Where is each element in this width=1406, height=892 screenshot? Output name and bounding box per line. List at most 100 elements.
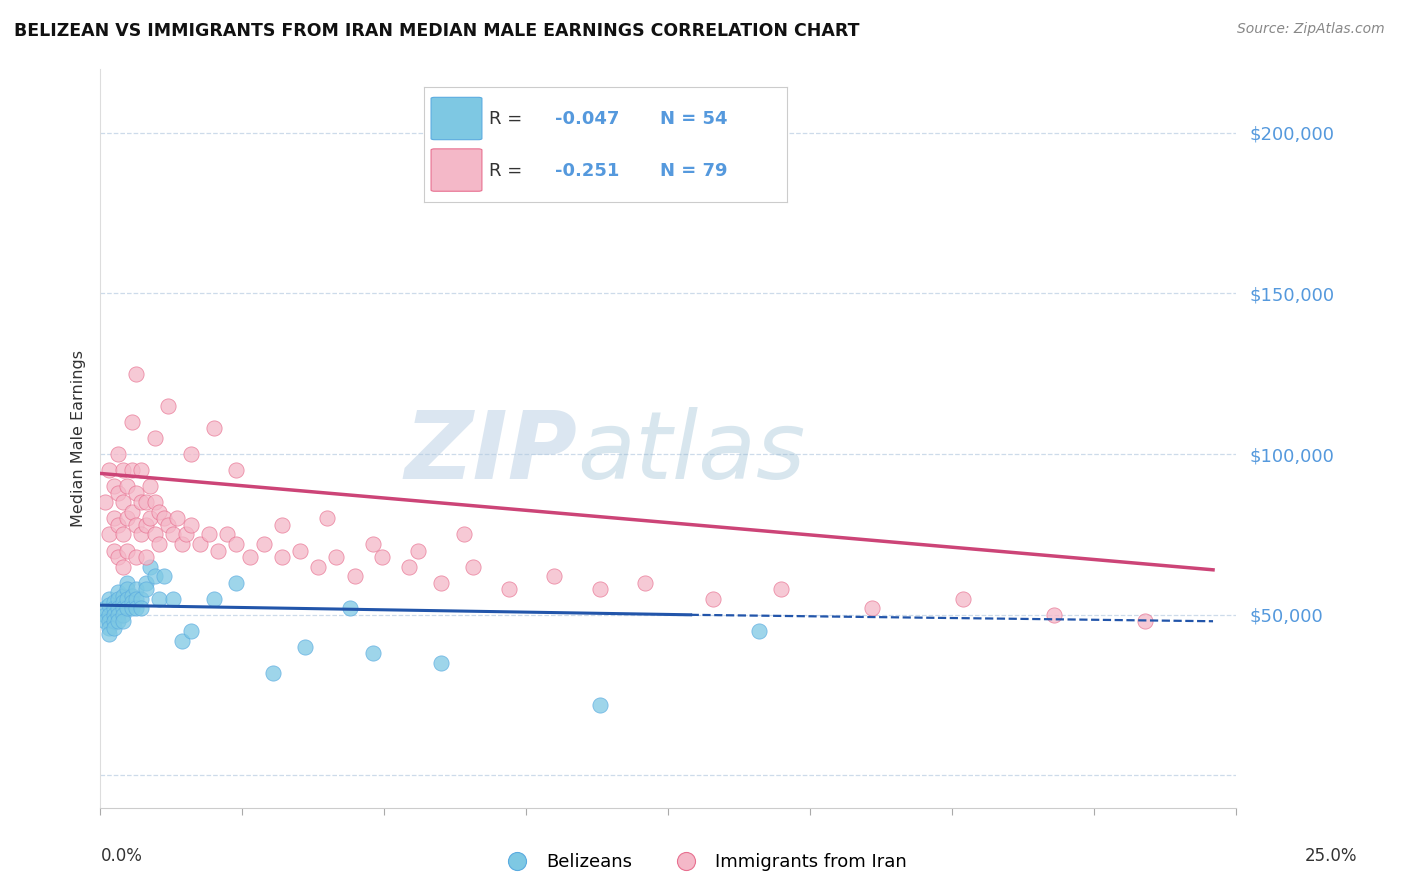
Point — [202, 421, 225, 435]
Point — [103, 601, 125, 615]
Point — [103, 479, 125, 493]
Point — [430, 575, 453, 590]
Point — [188, 537, 211, 551]
Text: BELIZEAN VS IMMIGRANTS FROM IRAN MEDIAN MALE EARNINGS CORRELATION CHART: BELIZEAN VS IMMIGRANTS FROM IRAN MEDIAN … — [14, 22, 859, 40]
Point — [453, 527, 475, 541]
Point — [111, 589, 134, 603]
Point — [294, 640, 316, 654]
Point — [361, 646, 384, 660]
Point — [307, 559, 329, 574]
Point — [225, 537, 247, 551]
Point — [139, 479, 162, 493]
Point — [98, 614, 121, 628]
Point — [152, 511, 174, 525]
Point — [225, 575, 247, 590]
Point — [111, 495, 134, 509]
Point — [498, 582, 520, 596]
Point — [162, 527, 184, 541]
Point — [117, 543, 139, 558]
Point — [135, 495, 157, 509]
Point — [107, 585, 129, 599]
Point — [461, 559, 484, 574]
Point — [371, 549, 394, 564]
Point — [98, 527, 121, 541]
Point — [253, 537, 276, 551]
Point — [198, 527, 221, 541]
Point — [98, 591, 121, 606]
Point — [107, 591, 129, 606]
Point — [157, 517, 180, 532]
Point — [125, 582, 148, 596]
Point — [135, 575, 157, 590]
Point — [111, 614, 134, 628]
Point — [135, 517, 157, 532]
Point — [135, 549, 157, 564]
Point — [239, 549, 262, 564]
Point — [202, 591, 225, 606]
Point — [406, 543, 429, 558]
Point — [111, 595, 134, 609]
Point — [170, 537, 193, 551]
Point — [589, 698, 612, 712]
Point — [107, 517, 129, 532]
Point — [162, 591, 184, 606]
Point — [262, 665, 284, 680]
Point — [225, 463, 247, 477]
Point — [770, 582, 793, 596]
Point — [125, 517, 148, 532]
Point — [111, 559, 134, 574]
Text: atlas: atlas — [576, 408, 806, 499]
Point — [270, 517, 292, 532]
Point — [111, 607, 134, 622]
Legend: Belizeans, Immigrants from Iran: Belizeans, Immigrants from Iran — [492, 847, 914, 879]
Point — [93, 601, 115, 615]
Point — [121, 415, 143, 429]
Point — [98, 627, 121, 641]
Point — [98, 598, 121, 612]
Point — [107, 607, 129, 622]
Point — [148, 505, 170, 519]
Point — [98, 621, 121, 635]
Point — [288, 543, 311, 558]
Point — [339, 601, 361, 615]
Point — [107, 549, 129, 564]
Point — [117, 582, 139, 596]
Point — [634, 575, 657, 590]
Point — [139, 559, 162, 574]
Point — [107, 601, 129, 615]
Point — [543, 569, 565, 583]
Point — [148, 591, 170, 606]
Point — [176, 527, 198, 541]
Point — [748, 624, 770, 638]
Point — [157, 399, 180, 413]
Point — [98, 607, 121, 622]
Point — [125, 601, 148, 615]
Point — [139, 511, 162, 525]
Point — [129, 591, 152, 606]
Point — [170, 633, 193, 648]
Point — [103, 595, 125, 609]
Point — [93, 495, 115, 509]
Point — [117, 591, 139, 606]
Text: Source: ZipAtlas.com: Source: ZipAtlas.com — [1237, 22, 1385, 37]
Point — [325, 549, 347, 564]
Point — [180, 624, 202, 638]
Point — [430, 656, 453, 670]
Point — [103, 621, 125, 635]
Point — [117, 601, 139, 615]
Point — [143, 527, 166, 541]
Point — [143, 569, 166, 583]
Point — [93, 614, 115, 628]
Y-axis label: Median Male Earnings: Median Male Earnings — [72, 350, 86, 526]
Point — [121, 601, 143, 615]
Point — [107, 485, 129, 500]
Point — [98, 463, 121, 477]
Point — [148, 537, 170, 551]
Point — [860, 601, 883, 615]
Point — [103, 614, 125, 628]
Point — [316, 511, 339, 525]
Point — [143, 431, 166, 445]
Point — [361, 537, 384, 551]
Point — [589, 582, 612, 596]
Point — [129, 601, 152, 615]
